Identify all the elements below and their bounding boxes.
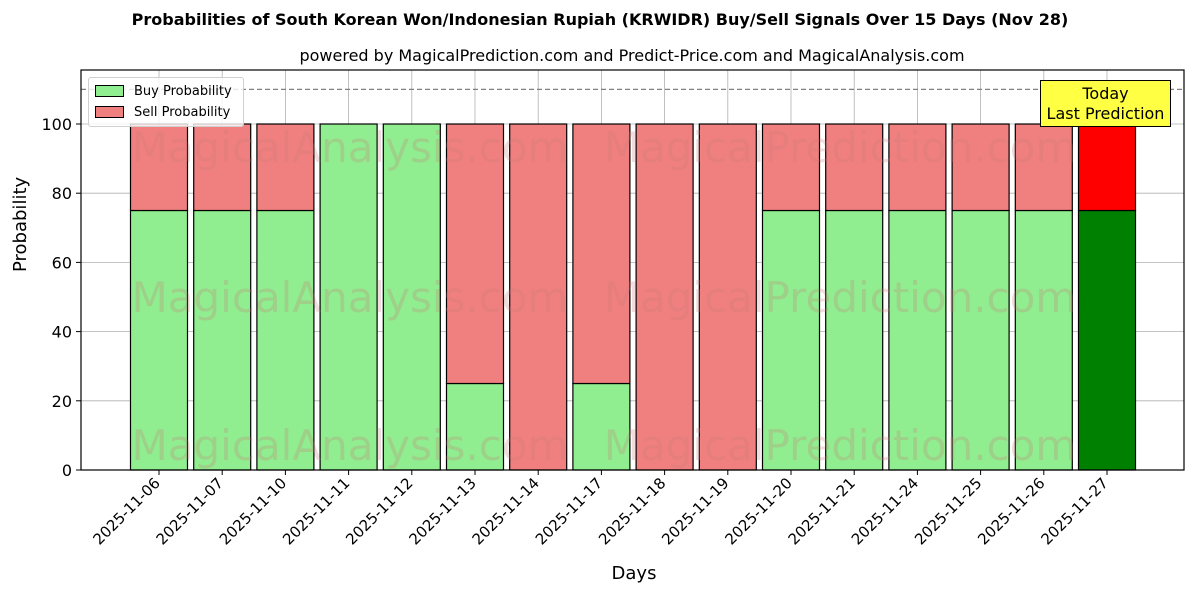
chart-title: Probabilities of South Korean Won/Indone… [131, 10, 1069, 29]
x-tick-label: 2025-11-14 [469, 474, 543, 548]
y-tick-label: 80 [52, 184, 72, 203]
bar-buy [129, 209, 189, 471]
annotation-line1: Today [1082, 84, 1129, 103]
bar-buy [319, 123, 378, 471]
x-tick-label: 2025-11-10 [216, 474, 290, 548]
bar-sell [1014, 123, 1073, 212]
x-tick-label: 2025-11-06 [89, 474, 163, 548]
watermark-text: MagicalAnalysis.com [132, 421, 569, 470]
bar-sell [698, 123, 757, 471]
bar-sell [635, 123, 694, 471]
x-tick-label: 2025-11-13 [405, 474, 479, 548]
x-tick-label: 2025-11-11 [279, 474, 353, 548]
watermark-text: MagicalAnalysis.com [132, 123, 569, 172]
legend-swatch-sell [95, 106, 124, 118]
x-tick-label: 2025-11-19 [658, 474, 732, 548]
bar-buy [951, 209, 1010, 471]
chart-subtitle: powered by MagicalPrediction.com and Pre… [299, 46, 965, 65]
bar-buy [761, 209, 821, 471]
axes-frame [80, 69, 1185, 471]
bar-sell [572, 123, 631, 385]
x-axis-label: Days [611, 563, 657, 584]
bar-sell [445, 123, 505, 385]
watermark-text: MagicalPrediction.com [604, 421, 1077, 470]
bar-buy [1077, 209, 1137, 471]
legend: Buy Probability Sell Probability [88, 77, 244, 127]
x-tick-label: 2025-11-26 [974, 474, 1048, 548]
x-tick-label: 2025-11-27 [1037, 474, 1111, 548]
y-tick-label: 20 [52, 392, 72, 411]
x-tick-label: 2025-11-24 [848, 474, 922, 548]
bar-sell [256, 123, 315, 212]
y-axis-label: Probability [10, 176, 31, 272]
x-tick-label: 2025-11-17 [532, 474, 606, 548]
annotation-line2: Last Prediction [1046, 104, 1165, 123]
legend-label-sell: Sell Probability [134, 104, 231, 120]
legend-label-buy: Buy Probability [134, 83, 232, 99]
bar-buy [382, 123, 441, 471]
watermark-text: MagicalAnalysis.com [132, 273, 569, 322]
y-tick-label: 100 [41, 115, 72, 134]
bar-sell [193, 123, 252, 212]
y-tick-label: 40 [52, 323, 72, 342]
today-annotation: Today Last Prediction [1040, 80, 1171, 127]
y-tick-label: 60 [52, 253, 72, 272]
x-tick-label: 2025-11-25 [911, 474, 985, 548]
x-tick-label: 2025-11-20 [721, 474, 795, 548]
y-tick-label: 0 [62, 461, 72, 480]
x-tick-label: 2025-11-12 [342, 474, 416, 548]
watermark-text: MagicalPrediction.com [604, 123, 1077, 172]
bar-sell [951, 123, 1010, 212]
x-tick-label: 2025-11-21 [785, 474, 859, 548]
bar-sell [509, 123, 568, 471]
legend-item-sell: Sell Probability [95, 104, 230, 120]
watermark-text: MagicalPrediction.com [604, 273, 1077, 322]
bar-sell [1077, 123, 1137, 212]
legend-swatch-buy [95, 85, 124, 97]
bar-sell [888, 123, 947, 212]
x-tick-label: 2025-11-18 [595, 474, 669, 548]
legend-item-buy: Buy Probability [95, 83, 232, 99]
x-tick-label: 2025-11-07 [153, 474, 227, 548]
bar-sell [761, 123, 821, 212]
bar-sell [825, 123, 884, 212]
